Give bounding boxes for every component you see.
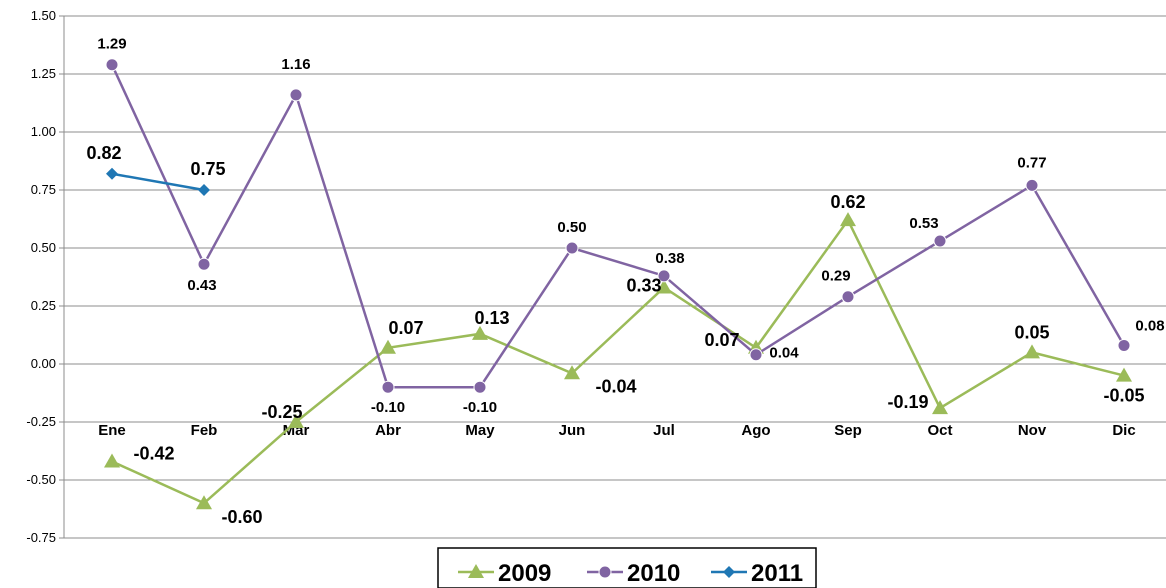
- x-tick-label: Ago: [741, 422, 770, 439]
- triangle-marker: [656, 279, 672, 294]
- y-tick-label: 0.50: [31, 240, 56, 255]
- y-tick-label: 0.75: [31, 182, 56, 197]
- triangle-marker: [564, 365, 580, 380]
- data-labels: -0.42 -0.60 -0.25 0.07 0.13 -0.04 0.33 0.07 0.62…: [86, 36, 1164, 527]
- data-label-2009: 0.07: [704, 330, 739, 350]
- y-tick-label: 0.25: [31, 298, 56, 313]
- circle-marker: [657, 269, 671, 283]
- circle-marker: [841, 290, 855, 304]
- data-label-2009: 0.13: [474, 308, 509, 328]
- data-label-2009: -0.60: [221, 507, 262, 527]
- x-tick-label: Nov: [1018, 422, 1047, 439]
- series-line-2009: [111, 217, 1125, 505]
- y-tick-label: -0.50: [26, 472, 56, 487]
- x-tick-label: Dic: [1112, 422, 1135, 439]
- triangle-marker: [1116, 367, 1132, 382]
- y-tick-labels: 1.50 1.25 1.00 0.75 0.50 0.25 0.00 -0.25 -0.50 -0…: [26, 8, 56, 545]
- legend-label-2011: 2011: [751, 560, 803, 587]
- circle-marker: [381, 380, 395, 394]
- diamond-marker: [106, 167, 118, 180]
- circle-marker: [565, 241, 579, 255]
- x-tick-label: Feb: [191, 422, 218, 439]
- triangle-marker: [840, 212, 856, 227]
- circle-marker: [598, 565, 612, 579]
- circle-marker: [1117, 338, 1131, 352]
- gridlines: [64, 15, 1166, 539]
- axes: [59, 15, 65, 539]
- x-tick-label: Ene: [98, 422, 126, 439]
- data-label-2009: 0.07: [388, 318, 423, 338]
- x-tick-label: Sep: [834, 422, 862, 439]
- triangle-marker: [380, 339, 396, 354]
- triangle-marker: [932, 400, 948, 415]
- data-label-2010: 0.08: [1135, 317, 1164, 334]
- data-label-2010: -0.10: [463, 399, 497, 416]
- data-label-2010: 0.43: [187, 277, 216, 294]
- y-tick-label: -0.75: [26, 530, 56, 545]
- data-label-2010: 0.53: [909, 215, 938, 232]
- triangle-marker: [288, 414, 304, 428]
- y-tick-label: 1.50: [31, 8, 56, 23]
- series: [104, 58, 1132, 510]
- series-line-2011: [111, 172, 205, 192]
- series-line-2010: [110, 64, 1126, 389]
- legend-box: [437, 547, 817, 588]
- x-tick-label: May: [465, 422, 495, 439]
- y-tick-label: 1.00: [31, 124, 56, 139]
- data-label-2010: 0.50: [557, 219, 586, 236]
- data-label-2009: -0.42: [133, 443, 174, 463]
- triangle-marker: [1024, 344, 1040, 359]
- circle-marker: [197, 257, 211, 271]
- triangle-marker: [472, 325, 488, 340]
- circle-marker: [289, 88, 303, 102]
- circle-marker: [749, 348, 763, 362]
- data-label-2009: 0.05: [1014, 322, 1049, 342]
- triangle-marker: [468, 564, 484, 578]
- data-label-2009: 0.33: [626, 275, 661, 295]
- y-tick-label: 1.25: [31, 66, 56, 81]
- data-label-2010: 0.38: [655, 250, 684, 267]
- data-label-2009: -0.19: [887, 392, 928, 412]
- x-tick-label: Abr: [375, 422, 401, 439]
- circle-marker: [933, 234, 947, 248]
- data-label-2011: 0.75: [190, 159, 225, 179]
- data-label-2010: 1.29: [97, 36, 126, 53]
- triangle-marker: [104, 453, 120, 468]
- data-label-2010: 0.29: [821, 268, 850, 285]
- x-tick-label: Oct: [927, 422, 952, 439]
- data-label-2009: 0.62: [830, 192, 865, 212]
- data-label-2011: 0.82: [86, 143, 121, 163]
- data-label-2009: -0.25: [261, 402, 302, 422]
- circle-marker: [105, 58, 119, 72]
- x-tick-labels: Ene Feb Mar Abr May Jun Jul Ago Sep Oct Nov Dic: [98, 422, 1135, 439]
- diamond-marker: [723, 566, 735, 578]
- circle-marker: [1025, 178, 1039, 192]
- data-label-2010: -0.10: [371, 399, 405, 416]
- data-label-2009: -0.04: [595, 376, 636, 396]
- triangle-marker: [196, 495, 212, 510]
- legend: 2009 2010 2011: [437, 547, 817, 588]
- x-tick-label: Jul: [653, 422, 675, 439]
- circle-marker: [473, 380, 487, 394]
- legend-label-2010: 2010: [627, 560, 680, 587]
- diamond-marker: [198, 184, 210, 196]
- data-label-2010: 0.77: [1017, 154, 1046, 171]
- data-label-2010: 1.16: [281, 56, 310, 73]
- data-label-2009: -0.05: [1103, 386, 1144, 406]
- y-tick-label: 0.00: [31, 356, 56, 371]
- y-tick-label: -0.25: [26, 414, 56, 429]
- legend-label-2009: 2009: [498, 560, 551, 587]
- data-label-2010: 0.04: [769, 345, 799, 362]
- x-tick-label: Jun: [559, 422, 586, 439]
